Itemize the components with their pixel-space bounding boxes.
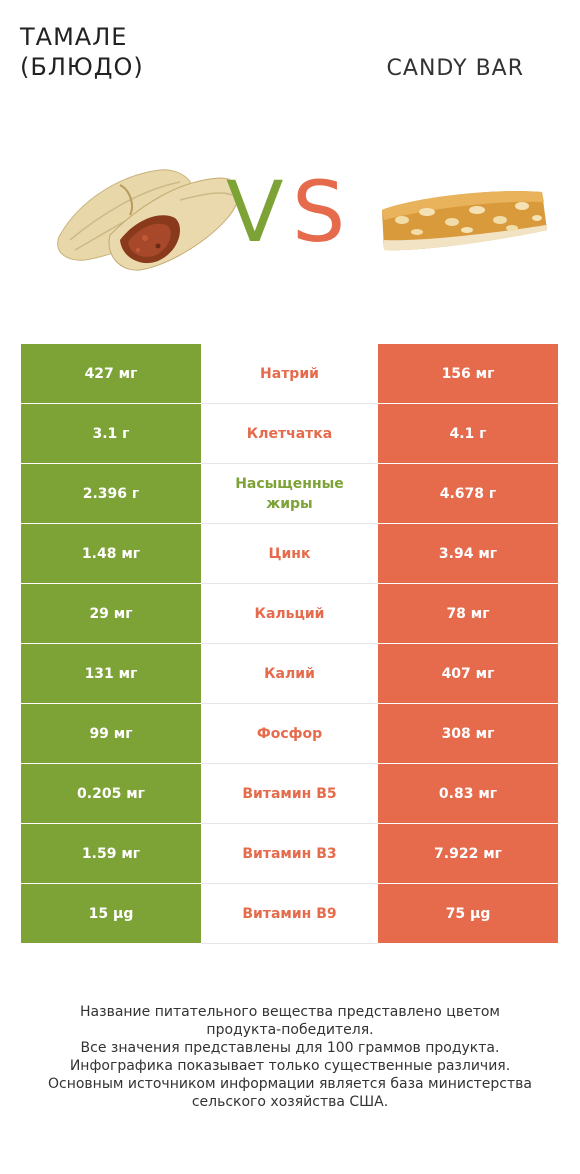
footer-line: Все значения представлены для 100 граммо… — [80, 1040, 500, 1056]
footer-line: Инфографика показывает только существенн… — [69, 1058, 511, 1074]
right-value-cell: 3.94 мг — [378, 524, 558, 584]
right-value-cell: 75 µg — [378, 884, 558, 944]
nutrient-label: Клетчатка — [201, 404, 378, 464]
left-value-cell: 427 мг — [21, 344, 201, 404]
nutrient-comparison-table: 427 мг Натрий 156 мг 3.1 г Клетчатка 4.1 г 2.3… — [21, 344, 558, 944]
table-row: 131 мг Калий 407 мг — [21, 644, 558, 704]
nutrient-label: Калий — [201, 644, 378, 704]
table-row: 427 мг Натрий 156 мг — [21, 344, 558, 404]
vs-letter-s: S — [292, 163, 346, 261]
nutrient-label: Насыщенные жиры — [201, 464, 378, 524]
table-row: 3.1 г Клетчатка 4.1 г — [21, 404, 558, 464]
table-row: 0.205 мг Витамин B5 0.83 мг — [21, 764, 558, 824]
candy-bar-image — [382, 191, 547, 251]
right-value-cell: 4.1 г — [378, 404, 558, 464]
tamale-image — [57, 169, 240, 271]
table-row: 29 мг Кальций 78 мг — [21, 584, 558, 644]
footer-notes: Название питательного вещества представл… — [20, 1003, 560, 1111]
table-row: 2.396 г Насыщенные жиры 4.678 г — [21, 464, 558, 524]
left-title-line1: ТАМАЛЕ — [20, 23, 128, 51]
table-row: 15 µg Витамин B9 75 µg — [21, 884, 558, 944]
left-value-cell: 29 мг — [21, 584, 201, 644]
left-value-cell: 99 мг — [21, 704, 201, 764]
right-value-cell: 7.922 мг — [378, 824, 558, 884]
right-value-cell: 156 мг — [378, 344, 558, 404]
footer-line: Основным источником информации является … — [48, 1076, 532, 1092]
nutrient-label: Витамин B9 — [201, 884, 378, 944]
left-title-line2: (БЛЮДО) — [20, 53, 144, 81]
table-row: 99 мг Фосфор 308 мг — [21, 704, 558, 764]
right-value-cell: 308 мг — [378, 704, 558, 764]
right-value-cell: 78 мг — [378, 584, 558, 644]
left-value-cell: 1.59 мг — [21, 824, 201, 884]
vs-label: V S — [226, 163, 356, 261]
nutrient-label: Цинк — [201, 524, 378, 584]
right-value-cell: 0.83 мг — [378, 764, 558, 824]
left-value-cell: 1.48 мг — [21, 524, 201, 584]
left-value-cell: 2.396 г — [21, 464, 201, 524]
right-product-title: CANDY BAR — [386, 56, 524, 81]
nutrient-label: Витамин B5 — [201, 764, 378, 824]
vs-letter-v: V — [226, 163, 284, 261]
nutrient-label: Витамин B3 — [201, 824, 378, 884]
table-row: 1.59 мг Витамин B3 7.922 мг — [21, 824, 558, 884]
left-value-cell: 131 мг — [21, 644, 201, 704]
table-row: 1.48 мг Цинк 3.94 мг — [21, 524, 558, 584]
left-value-cell: 0.205 мг — [21, 764, 201, 824]
footer-line: продукта-победителя. — [206, 1022, 374, 1038]
left-value-cell: 3.1 г — [21, 404, 201, 464]
footer-line: Название питательного вещества представл… — [80, 1004, 500, 1020]
left-product-title: ТАМАЛЕ (БЛЮДО) — [20, 22, 220, 82]
right-value-cell: 407 мг — [378, 644, 558, 704]
footer-line: сельского хозяйства США. — [191, 1094, 389, 1110]
nutrient-label: Кальций — [201, 584, 378, 644]
nutrient-label: Натрий — [201, 344, 378, 404]
right-value-cell: 4.678 г — [378, 464, 558, 524]
left-value-cell: 15 µg — [21, 884, 201, 944]
nutrient-label: Фосфор — [201, 704, 378, 764]
